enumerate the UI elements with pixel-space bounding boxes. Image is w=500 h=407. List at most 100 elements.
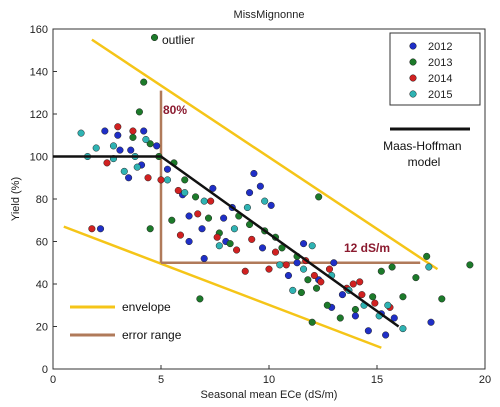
data-point-2012	[267, 201, 275, 209]
data-point-2014	[194, 210, 202, 218]
data-point-2013	[146, 225, 154, 233]
data-point-2014	[241, 267, 249, 275]
data-point-2013	[369, 293, 377, 301]
data-point-2015	[243, 203, 251, 212]
data-point-2015	[399, 325, 407, 333]
data-point-2014	[271, 248, 280, 256]
series-legend-box	[389, 32, 481, 106]
envelope-lower-line	[63, 225, 382, 349]
data-point-2015	[92, 144, 100, 152]
data-point-2012	[220, 214, 228, 222]
legend-label-2014: 2014	[428, 73, 452, 85]
y-tick-label: 120	[30, 109, 48, 121]
data-point-2014	[349, 280, 357, 288]
data-point-2013	[150, 33, 159, 42]
legend-marker-2012	[409, 42, 417, 50]
data-point-2013	[304, 276, 312, 284]
data-point-2014	[114, 123, 122, 131]
data-points	[77, 33, 474, 339]
data-point-2014	[144, 174, 152, 182]
data-point-2012	[140, 127, 148, 135]
data-point-2013	[466, 261, 474, 269]
model-legend: Maas-Hoffman model	[383, 127, 470, 169]
data-point-2015	[384, 301, 392, 309]
data-point-2015	[77, 129, 85, 137]
data-point-2014	[213, 233, 221, 241]
data-point-2013	[351, 305, 359, 314]
data-point-2014	[371, 299, 379, 307]
data-point-2012	[101, 127, 109, 135]
y-tick-label: 100	[30, 152, 48, 164]
data-point-2012	[163, 165, 172, 173]
data-point-2012	[153, 142, 161, 150]
series-legend: 2012 2013 2014 2015	[389, 32, 481, 106]
data-point-2014	[248, 235, 256, 243]
data-point-2015	[109, 142, 118, 150]
y-axis-title: Yield (%)	[10, 177, 22, 221]
outlier-annotation: outlier	[162, 33, 195, 47]
data-point-2012	[185, 237, 193, 246]
data-point-2015	[142, 135, 150, 144]
data-point-2012	[116, 146, 124, 154]
data-point-2013	[423, 252, 431, 260]
envelope-upper-line	[91, 38, 439, 271]
data-point-2012	[427, 318, 435, 326]
data-point-2012	[364, 327, 372, 335]
data-point-2015	[308, 242, 316, 250]
data-point-2013	[192, 193, 200, 201]
data-point-2013	[146, 140, 154, 148]
y-tick-label: 140	[30, 67, 48, 79]
data-point-2014	[88, 225, 96, 233]
data-point-2012	[127, 146, 135, 154]
series-legend-items: 2012 2013 2014 2015	[409, 41, 452, 101]
data-point-2013	[377, 267, 385, 275]
x-tick-label: 15	[371, 374, 383, 386]
data-point-2012	[185, 212, 193, 220]
data-point-2013	[315, 193, 323, 201]
data-point-2013	[226, 240, 234, 248]
data-point-2013	[196, 295, 204, 303]
model-line	[53, 155, 400, 328]
y-tick-label: 0	[42, 364, 48, 376]
data-point-2015	[120, 167, 128, 175]
data-point-2015	[425, 263, 433, 271]
data-point-2013	[135, 108, 143, 116]
data-point-2014	[174, 186, 182, 195]
data-point-2012	[200, 254, 208, 263]
data-point-2013	[412, 274, 420, 282]
data-point-2012	[382, 331, 390, 339]
x-tick-label: 0	[50, 374, 56, 386]
data-point-2012	[96, 225, 105, 233]
data-point-2014	[310, 271, 318, 280]
legend-marker-2015	[409, 90, 417, 98]
data-point-2012	[114, 131, 122, 139]
data-point-2013	[129, 133, 137, 141]
data-point-2015	[200, 197, 208, 205]
data-point-2014	[325, 265, 334, 273]
data-point-2014	[282, 261, 290, 269]
data-point-2012	[256, 182, 264, 190]
y-tick-label: 160	[30, 24, 48, 36]
data-point-2012	[209, 184, 217, 192]
data-point-2012	[284, 271, 292, 280]
legend-label-2012: 2012	[428, 41, 452, 53]
legend-label-2015: 2015	[428, 89, 452, 101]
data-point-2015	[181, 189, 189, 197]
data-point-2012	[300, 240, 308, 248]
axis-ticks: 0 5 10 15 20 0 20 40 60 80 100 120 140 160	[30, 24, 491, 386]
chart-title: MissMignonne	[234, 9, 305, 21]
data-point-2014	[176, 231, 184, 239]
error-range-horizontal-label: 12 dS/m	[344, 241, 390, 255]
data-point-2014	[233, 246, 241, 254]
data-point-2013	[399, 293, 407, 301]
x-tick-label: 5	[158, 374, 164, 386]
error-range-legend-label: error range	[122, 328, 182, 342]
data-point-2015	[215, 242, 223, 250]
data-point-2012	[330, 259, 338, 267]
error-range-vertical-label: 80%	[163, 103, 187, 117]
y-tick-label: 40	[36, 279, 48, 291]
data-point-2015	[230, 225, 238, 233]
data-point-2014	[265, 265, 273, 273]
data-point-2015	[289, 286, 297, 294]
